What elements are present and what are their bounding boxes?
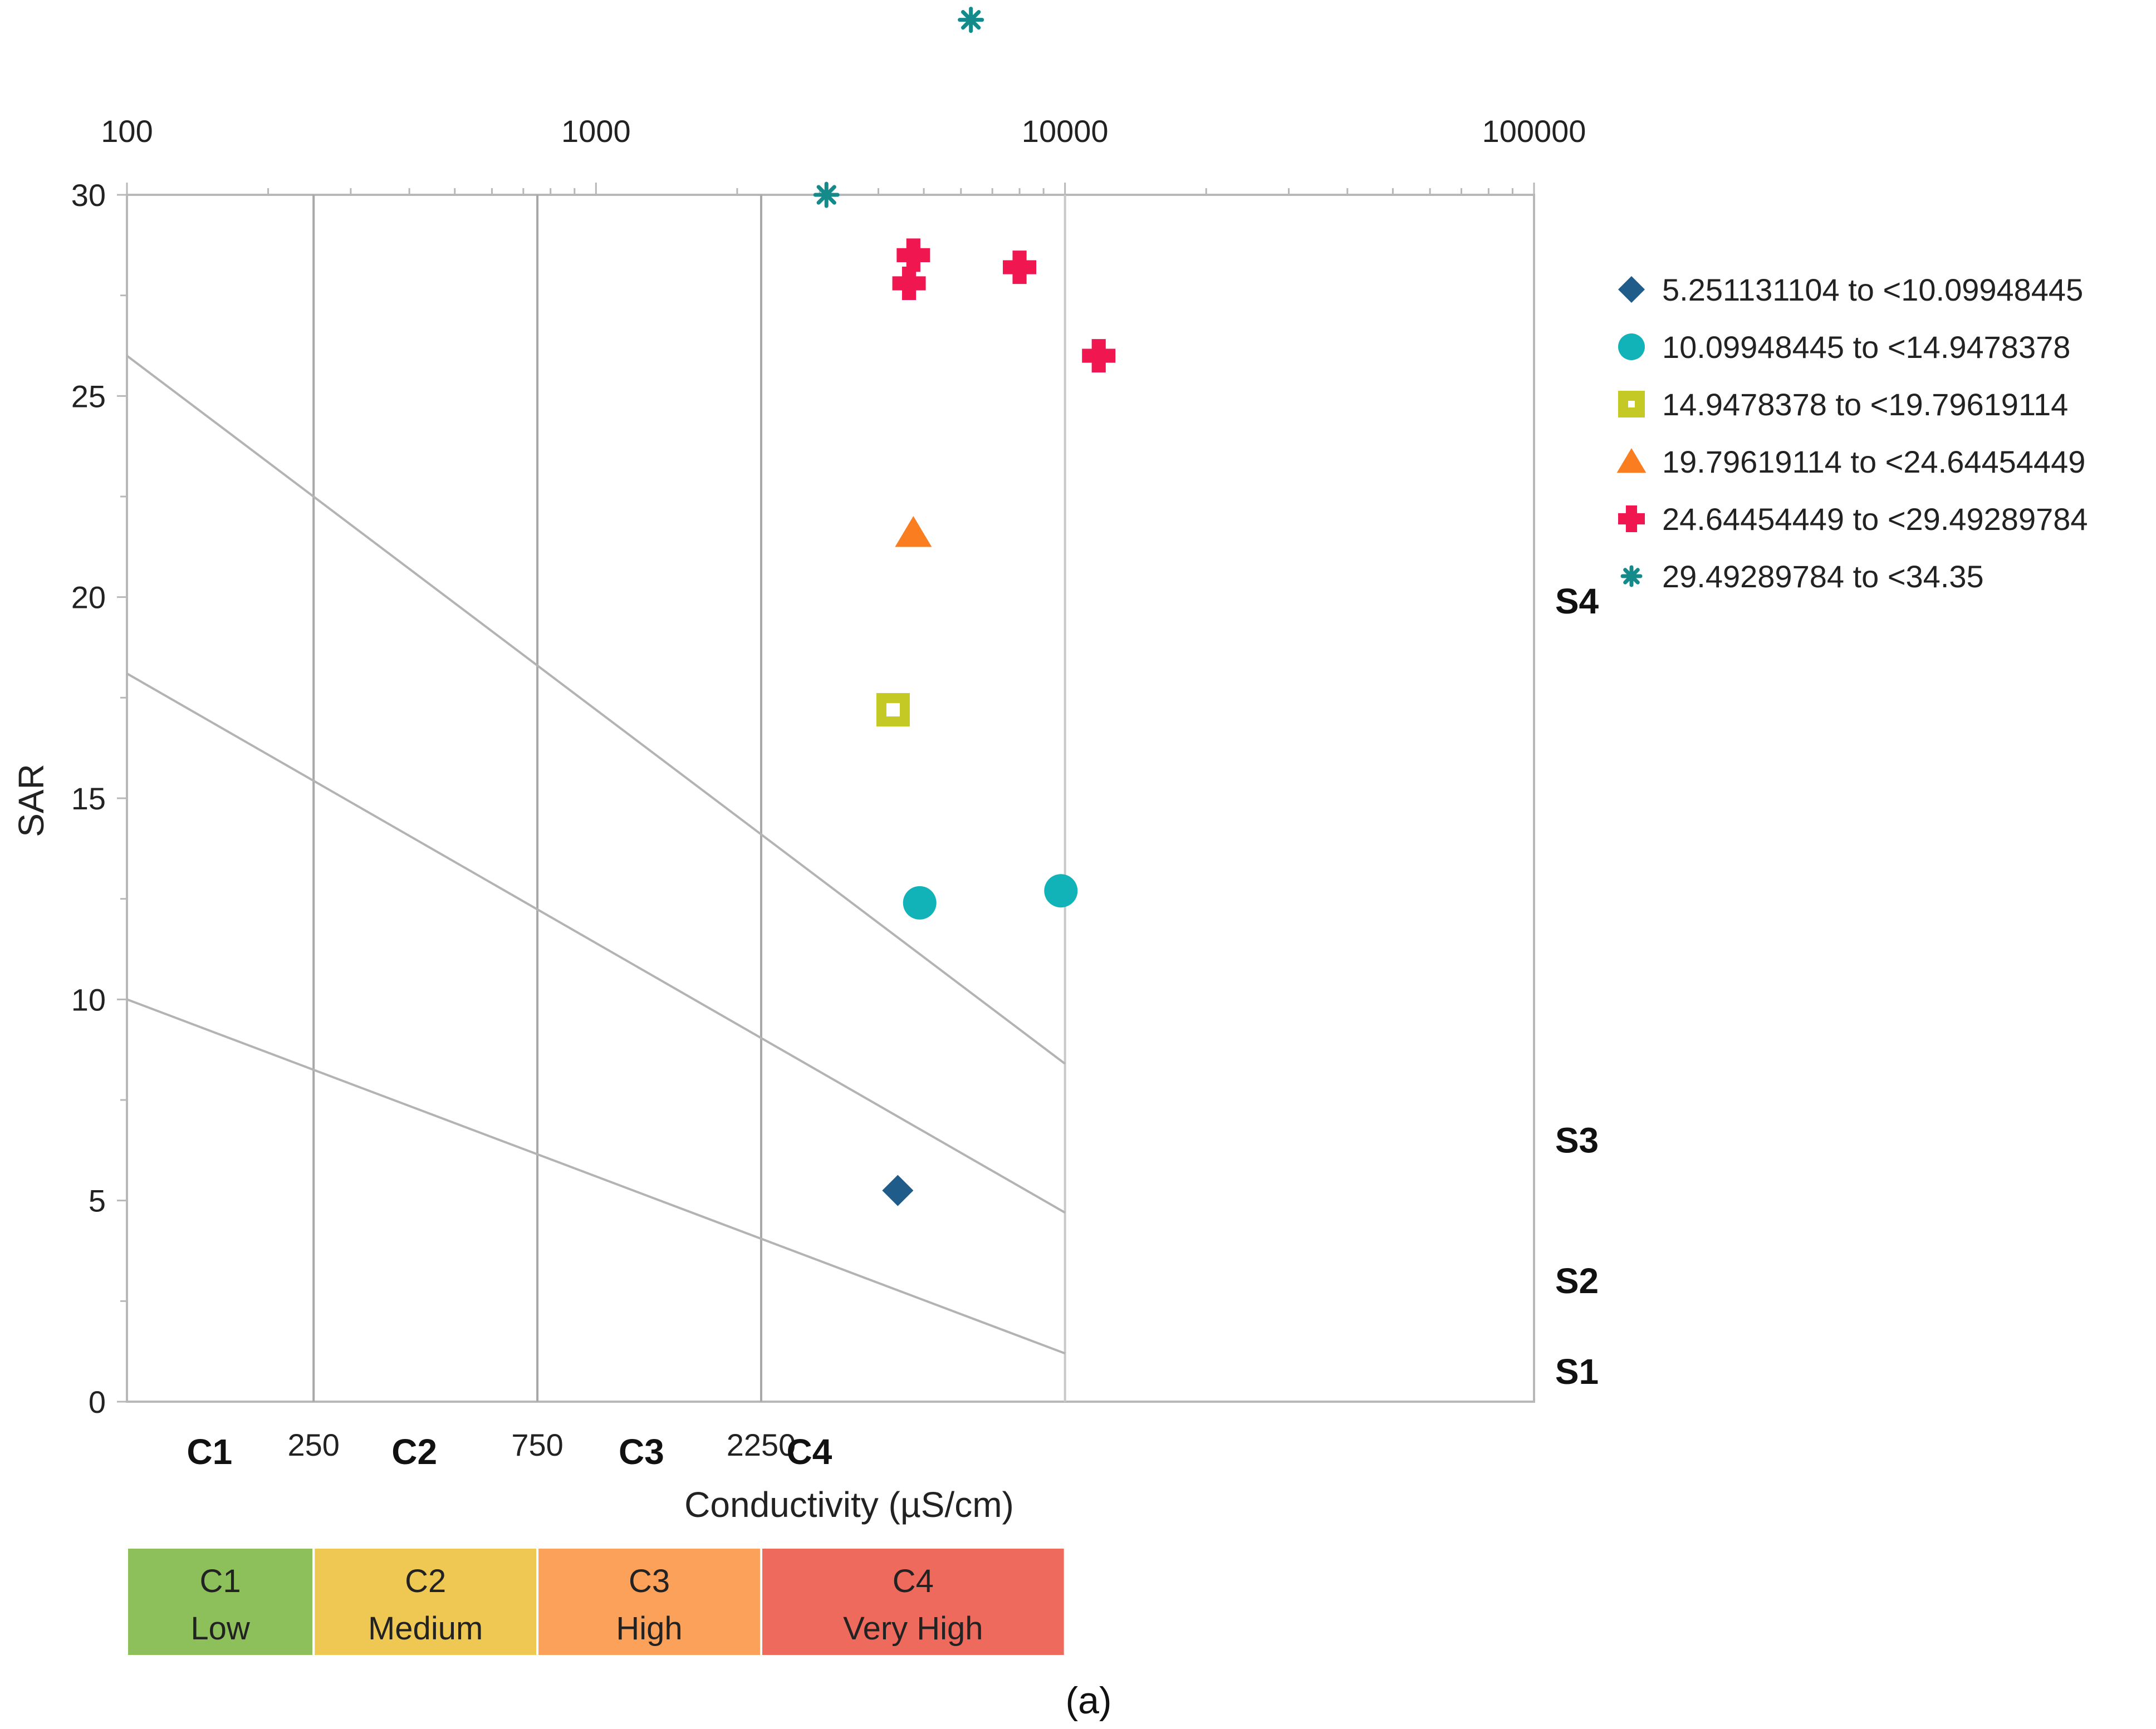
salinity-class-code: C3 (629, 1563, 670, 1599)
boundary-value-label: 250 (287, 1427, 339, 1462)
sodium-class-label: S3 (1555, 1120, 1599, 1160)
y-axis-title: SAR (11, 764, 51, 837)
legend-entry-label: 14.9478378 to <19.79619114 (1662, 387, 2068, 422)
salinity-class-name: Very High (843, 1610, 983, 1647)
salinity-class-code: C2 (405, 1563, 446, 1599)
y-tick-label: 5 (89, 1183, 106, 1219)
salinity-class-label: C1 (187, 1432, 232, 1472)
salinity-class-box (126, 1546, 315, 1657)
salinity-class-box (759, 1546, 1066, 1657)
star-stroke (816, 185, 836, 205)
x-tick-label: 100000 (1482, 114, 1586, 149)
y-tick-label: 0 (89, 1384, 106, 1419)
y-tick-label: 30 (71, 178, 106, 213)
sodium-class-label: S1 (1555, 1352, 1599, 1392)
boundary-value-label: 2250 (727, 1427, 796, 1462)
salinity-class-name: Low (190, 1610, 251, 1647)
sodium-hazard-line (126, 998, 1066, 1355)
y-tick-label: 20 (71, 580, 106, 615)
legend-entry-label: 24.64454449 to <29.49289784 (1662, 502, 2088, 537)
salinity-class-label: C4 (787, 1432, 832, 1472)
sodium-hazard-line (126, 355, 1066, 1065)
legend-marker-circle (1618, 333, 1645, 360)
salinity-class-name: Medium (368, 1610, 483, 1647)
legend-marker-square (1618, 391, 1645, 417)
sodium-class-label: S2 (1555, 1261, 1599, 1301)
salinity-class-code: C4 (893, 1563, 934, 1599)
x-axis-title: Conductivity (µS/cm) (684, 1485, 1014, 1525)
data-point-square (876, 693, 910, 727)
y-tick-label: 10 (71, 982, 106, 1017)
legend-entry-label: 29.49289784 to <34.35 (1662, 559, 1984, 594)
legend-marker-star (1620, 565, 1643, 587)
star-stroke (961, 9, 981, 30)
star-stroke (1623, 568, 1640, 584)
data-point-triangle (895, 516, 932, 547)
legend-marker-diamond (1618, 276, 1645, 303)
sodium-hazard-line (126, 672, 1066, 1214)
boundary-value-label: 750 (511, 1427, 563, 1462)
salinity-class-box (312, 1546, 539, 1657)
data-point-circle (1044, 874, 1078, 908)
legend-marker-triangle (1616, 448, 1647, 473)
x-tick-label: 1000 (561, 114, 631, 149)
sodium-class-label: S4 (1555, 581, 1599, 621)
data-point-cross (892, 266, 926, 300)
data-point-cross (1082, 339, 1116, 373)
data-point-circle (903, 886, 937, 920)
salinity-class-box (536, 1546, 762, 1657)
x-tick-label: 10000 (1022, 114, 1109, 149)
panel-label: (a) (1065, 1679, 1111, 1722)
data-point-cross (896, 238, 930, 272)
salinity-class-label: C3 (619, 1432, 664, 1472)
legend-entry-label: 19.79619114 to <24.64454449 (1662, 444, 2085, 479)
y-tick-label: 25 (71, 379, 106, 414)
data-point-star (958, 7, 984, 33)
plot-frame (126, 194, 1535, 1403)
data-point-diamond (882, 1175, 914, 1206)
legend-entry-label: 10.09948445 to <14.9478378 (1662, 330, 2070, 365)
data-point-star (813, 181, 840, 208)
legend-entry-label: 5.251131104 to <10.09948445 (1662, 272, 2083, 307)
salinity-class-name: High (616, 1610, 682, 1647)
salinity-class-code: C1 (200, 1563, 241, 1599)
legend-marker-cross (1618, 505, 1645, 532)
salinity-class-label: C2 (391, 1432, 437, 1472)
data-point-cross (1003, 250, 1037, 284)
x-tick-label: 100 (101, 114, 153, 149)
y-tick-label: 15 (71, 781, 106, 816)
